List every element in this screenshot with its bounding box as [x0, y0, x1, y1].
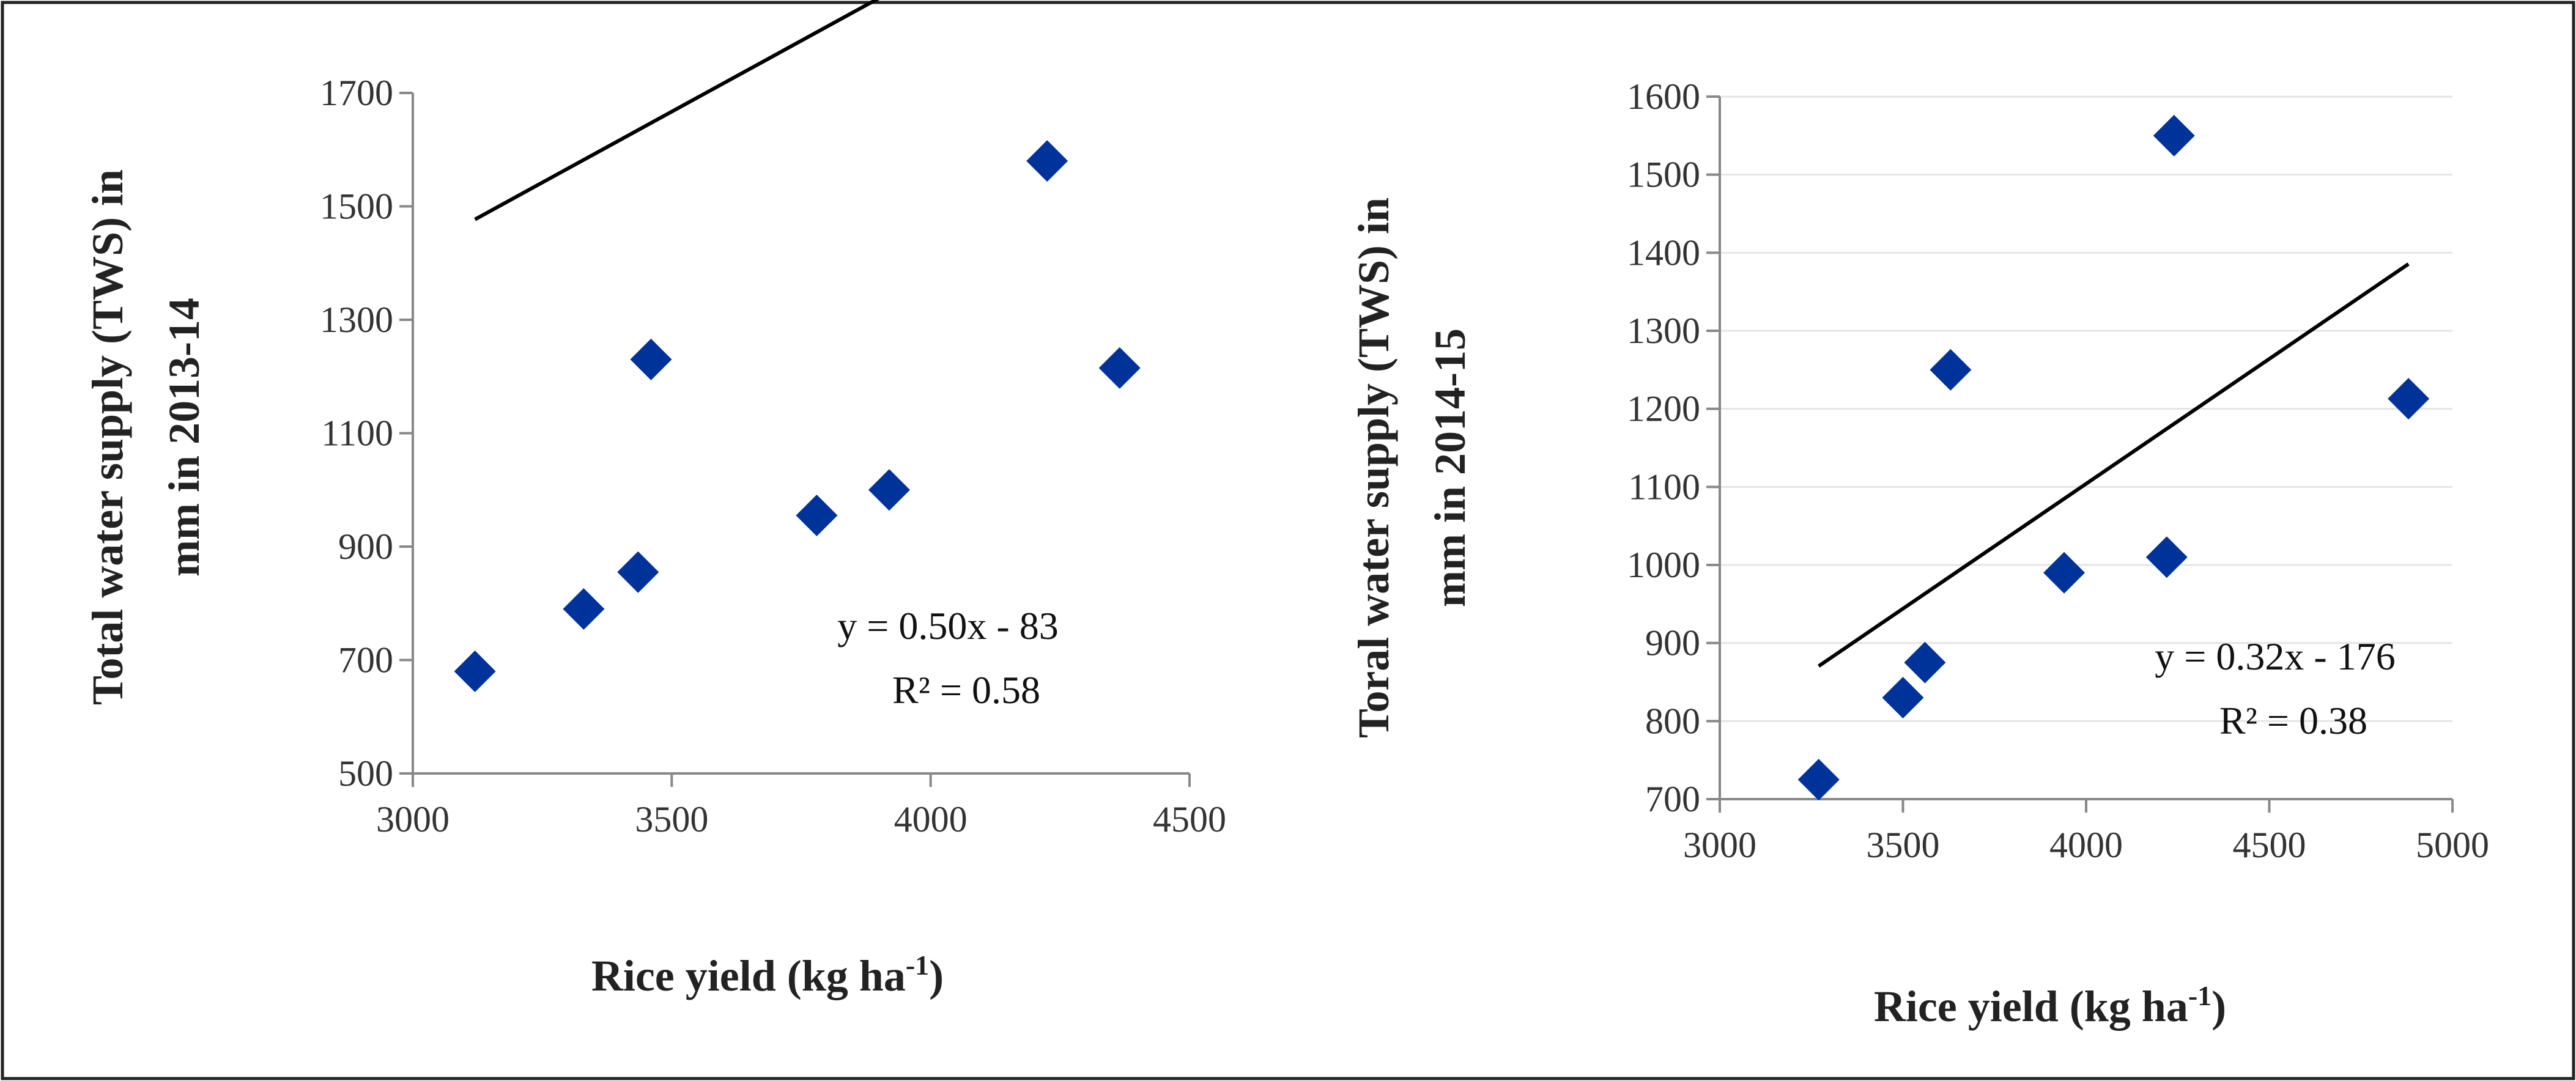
y-axis-title-line2: mm in 2014-15: [1426, 328, 1475, 607]
y-tick-label: 500: [338, 753, 393, 794]
y-tick-label: 900: [338, 526, 393, 567]
x-axis-title-main: Rice yield (kg ha: [591, 951, 906, 1000]
x-tick-label: 4000: [2049, 825, 2123, 865]
y-tick-label: 1100: [321, 413, 393, 454]
y-tick-label: 1500: [320, 186, 393, 227]
data-point-marker: [1026, 140, 1068, 182]
y-axis-title-line1: Total water supply (TWS) in: [83, 169, 132, 705]
x-tick-label: 3500: [635, 799, 708, 839]
data-point-marker: [868, 469, 910, 511]
data-points: [1797, 114, 2430, 801]
data-point-marker: [1930, 349, 1972, 391]
x-axis-title-superscript: -1: [2188, 980, 2211, 1011]
data-point-marker: [2145, 536, 2188, 578]
y-tick-label: 800: [1645, 701, 1700, 741]
y-tick-label: 1100: [1628, 467, 1700, 507]
x-tick-label: 4500: [1153, 799, 1226, 839]
trendline-equation: y = 0.50x - 83: [837, 604, 1058, 647]
x-tick-labels: 3000 3500 4000 4500: [376, 773, 1226, 839]
y-tick-label: 1500: [1627, 155, 1700, 195]
x-tick-label: 5000: [2416, 825, 2489, 865]
data-point-marker: [2153, 114, 2195, 157]
y-tick-label: 1600: [1627, 76, 1700, 117]
trendline: [1818, 262, 2410, 668]
data-point-marker: [1098, 347, 1141, 389]
data-point-marker: [796, 494, 838, 536]
x-axis-title-superscript: -1: [906, 950, 929, 981]
data-points: [454, 140, 1141, 693]
y-tick-label: 700: [338, 640, 393, 681]
y-tick-label: 1700: [320, 73, 393, 113]
chart-2014-15: 700 800 900 1000 1100 1200 1300 1400 1500 1600 30…: [1349, 76, 2489, 1031]
x-axis-title-close: ): [2211, 982, 2226, 1031]
y-tick-label: 900: [1645, 623, 1700, 663]
y-tick-label: 700: [1645, 779, 1700, 819]
y-tick-labels: 500 700 900 1100 1300 1500 1700: [320, 73, 413, 794]
data-point-marker: [617, 551, 659, 593]
data-point-marker: [2388, 378, 2430, 420]
y-tick-label: 1400: [1627, 232, 1700, 273]
r-squared-label: R² = 0.58: [892, 668, 1040, 712]
x-axis-title: Rice yield (kg ha-1): [1874, 980, 2226, 1031]
y-tick-labels: 700 800 900 1000 1100 1200 1300 1400 1500 1600: [1627, 76, 1720, 819]
r-squared-label: R² = 0.38: [2219, 699, 2367, 742]
data-point-marker: [454, 651, 496, 693]
chart-2013-14: 500 700 900 1100 1300 1500 1700 3000 3500 4000 45…: [83, 0, 1226, 1000]
y-tick-label: 1200: [1627, 389, 1700, 429]
data-point-marker: [630, 338, 672, 380]
x-axis-title-main: Rice yield (kg ha: [1874, 982, 2188, 1031]
trendline: [474, 0, 879, 221]
y-axis-title-line1: Toral water supply (TWS) in: [1349, 197, 1398, 738]
trendline-equation: y = 0.32x - 176: [2155, 635, 2395, 678]
x-tick-labels: 3000 3500 4000 4500 5000: [1683, 799, 2489, 865]
x-tick-label: 3000: [1683, 825, 1756, 865]
y-axis-title-line2: mm in 2013-14: [160, 298, 209, 577]
x-axis-title: Rice yield (kg ha-1): [591, 950, 944, 1000]
y-tick-label: 1300: [320, 300, 393, 340]
x-tick-label: 3500: [1867, 825, 1940, 865]
x-tick-label: 4000: [894, 799, 968, 839]
y-tick-label: 1300: [1627, 311, 1700, 351]
y-gridlines: [1720, 95, 2452, 722]
data-point-marker: [1904, 641, 1946, 684]
x-axis-title-close: ): [929, 951, 944, 1000]
y-tick-label: 1000: [1627, 545, 1700, 585]
data-point-marker: [1797, 759, 1840, 801]
data-point-marker: [563, 588, 605, 630]
x-tick-label: 4500: [2233, 825, 2306, 865]
data-point-marker: [1882, 677, 1924, 719]
data-point-marker: [2043, 552, 2086, 594]
x-tick-label: 3000: [376, 799, 450, 839]
